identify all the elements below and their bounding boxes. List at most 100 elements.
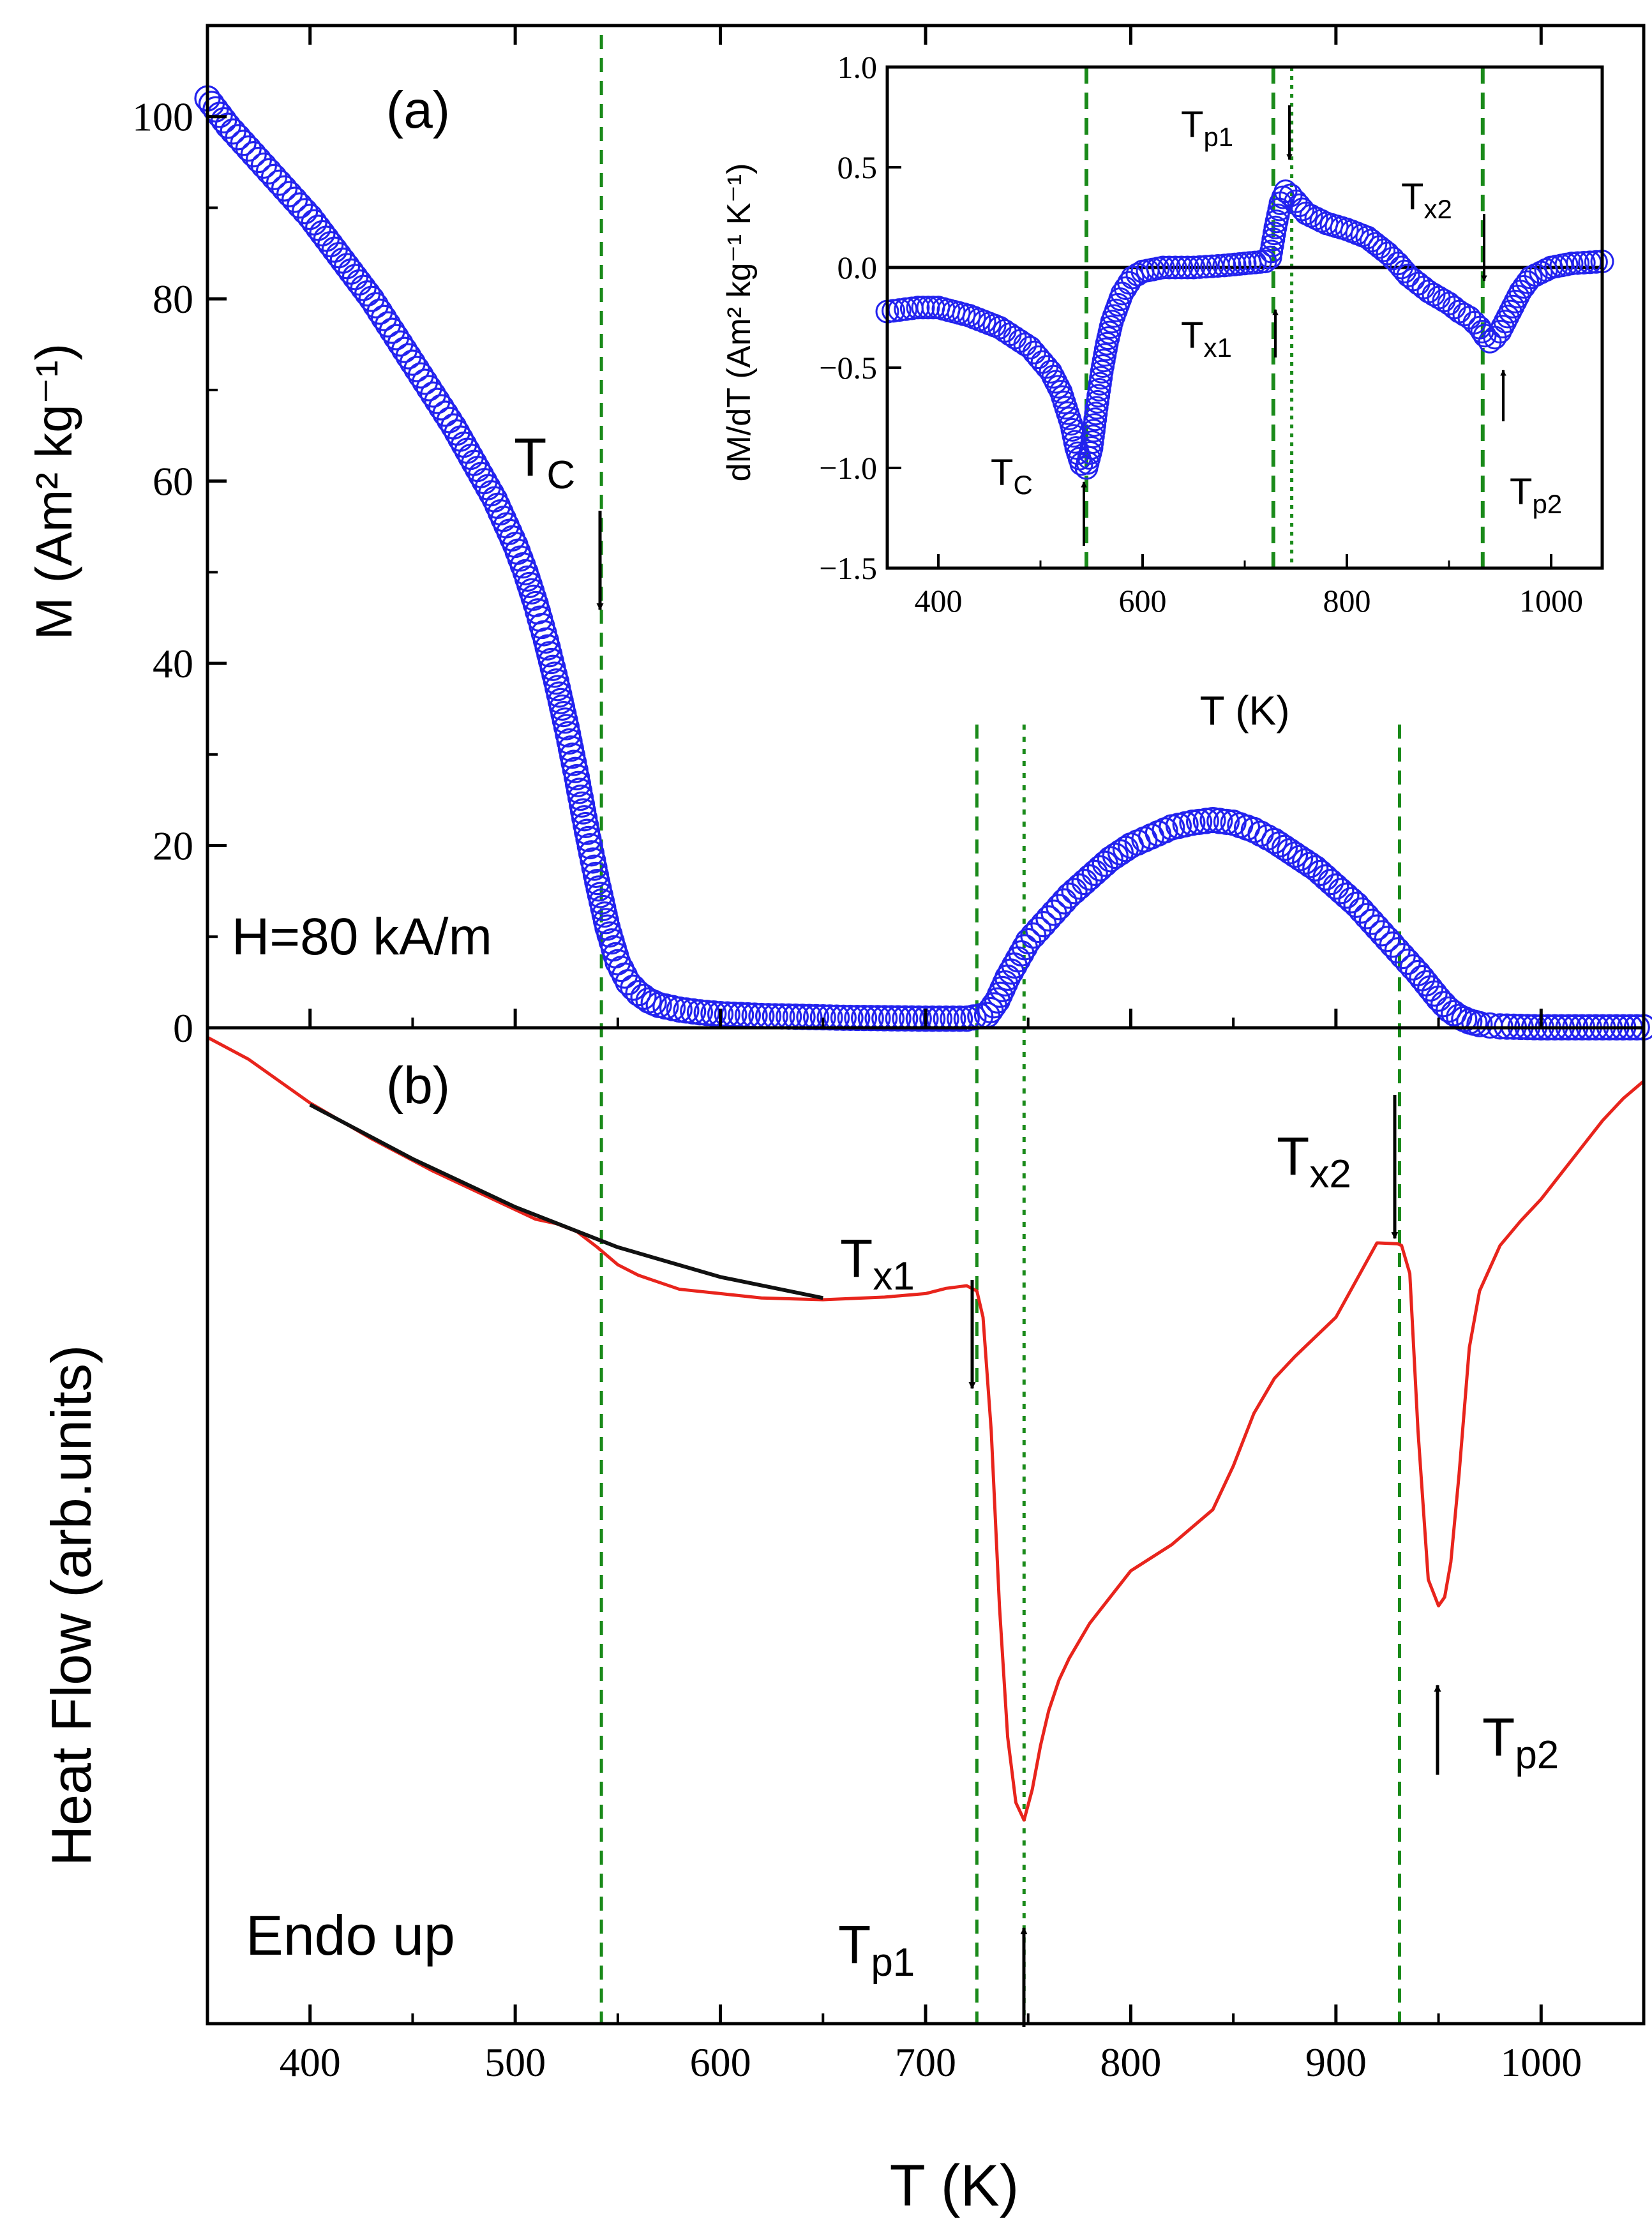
annotation-b-tx2: Tx2 [1277,1126,1351,1196]
inset-xlabel: T (K) [1199,688,1289,733]
data-point [620,974,647,1001]
data-point [1302,855,1329,882]
data-point [1071,869,1098,896]
annotation-inset-tx1: Tx1 [1181,315,1232,363]
data-point [1188,255,1212,279]
data-point [1056,882,1083,909]
data-point [1417,975,1444,1002]
data-point [1013,332,1037,356]
panel-b-frame [206,1026,1646,2026]
data-point [1572,250,1596,274]
data-point [412,368,439,395]
data-point [989,975,1016,1002]
inset-y-tick-label: −1.0 [819,450,877,486]
inset-y-tick-label: 0.5 [837,149,878,185]
annotation-b-tx1: Tx1 [840,1228,915,1298]
data-point [1081,859,1108,886]
inset-y-tick-label: −1.5 [819,550,877,586]
y-tick-label: 20 [153,823,193,869]
inset-x-tick-label: 800 [1323,583,1371,619]
data-point [1169,255,1194,280]
data-point [946,1005,973,1032]
data-point [686,999,714,1026]
data-point [1291,197,1315,222]
data-point [977,996,1004,1024]
data-point [837,1004,864,1032]
data-point [830,1004,857,1031]
data-point [608,956,635,982]
data-point [1022,340,1046,365]
data-point [892,1005,919,1032]
baseline-fit-curve [309,1102,823,1300]
data-point [1355,225,1379,250]
data-point [1359,229,1383,253]
inset-y-tick-label: −0.5 [819,350,877,386]
panel-a-frame [206,24,1646,1030]
data-point [399,349,426,376]
data-point [1151,255,1175,280]
data-point [1323,873,1349,900]
panel-b-xlabel: T (K) [890,2153,1019,2218]
annotation-a-tc: TC [514,427,575,497]
data-point [823,1004,850,1031]
data-point [1430,991,1457,1018]
annotation-inset-tc: TC [991,452,1033,500]
data-point [1182,255,1206,280]
data-point [1421,980,1448,1007]
data-point [1338,887,1365,914]
data-point [878,1005,905,1032]
x-tick-label: 900 [1305,2040,1367,2085]
data-point [1046,375,1070,399]
data-point [1026,345,1051,370]
data-point [1381,246,1405,271]
x-tick-label: 700 [895,2040,956,2085]
data-point [1312,864,1339,891]
panel-a-field-label: H=80 kA/m [232,908,492,966]
heatflow-curve [206,1035,1645,1822]
data-point [1333,882,1360,909]
data-point [1559,252,1584,276]
data-point [871,1005,898,1032]
x-tick-label: 400 [280,2040,341,2085]
data-point [416,375,442,402]
data-point [1066,873,1093,900]
data-point [391,336,418,363]
data-point [850,1005,878,1032]
inset-x-tick-label: 400 [915,583,963,619]
inset-y-tick-label: 0.0 [837,250,878,285]
data-point [1086,855,1113,882]
panel-b-heatflow-series [206,1035,1645,1822]
data-point [1076,864,1103,891]
data-point [1566,251,1590,275]
inset-x-tick-label: 1000 [1519,583,1583,619]
data-point [919,1005,946,1032]
data-point [816,1004,843,1031]
annotation-b-tp2: Tp2 [1482,1707,1559,1777]
inset-y-tick-label: 1.0 [837,49,878,85]
data-point [358,285,385,312]
data-point [1466,1011,1493,1037]
data-point [1194,255,1218,279]
panel-b-note: Endo up [246,1904,455,1967]
y-tick-label: 80 [153,276,193,322]
data-point [940,1005,966,1032]
data-point [1175,255,1199,280]
data-point [864,1005,891,1032]
data-point [912,1005,939,1032]
data-point [1451,1005,1478,1033]
data-point [1393,259,1417,283]
data-point [1307,859,1334,886]
x-tick-label: 1000 [1500,2040,1582,2085]
inset-x-tick-label: 600 [1119,583,1167,619]
data-point [1163,255,1187,280]
inset-frame: −1.5 −1.0 −0.5 0.0 0.5 1.0 400 600 800 1000 [819,49,1604,619]
inset-ylabel: dM/dT (Am² kg⁻¹ K⁻¹) [721,163,758,482]
data-point [700,1000,727,1027]
data-point [640,989,667,1016]
data-point [419,381,447,408]
annotation-inset-tp1: Tp1 [1181,104,1233,152]
data-point [1372,238,1396,262]
data-point [809,1004,836,1031]
panel-a-ylabel: M (Am² kg⁻¹) [26,343,82,640]
